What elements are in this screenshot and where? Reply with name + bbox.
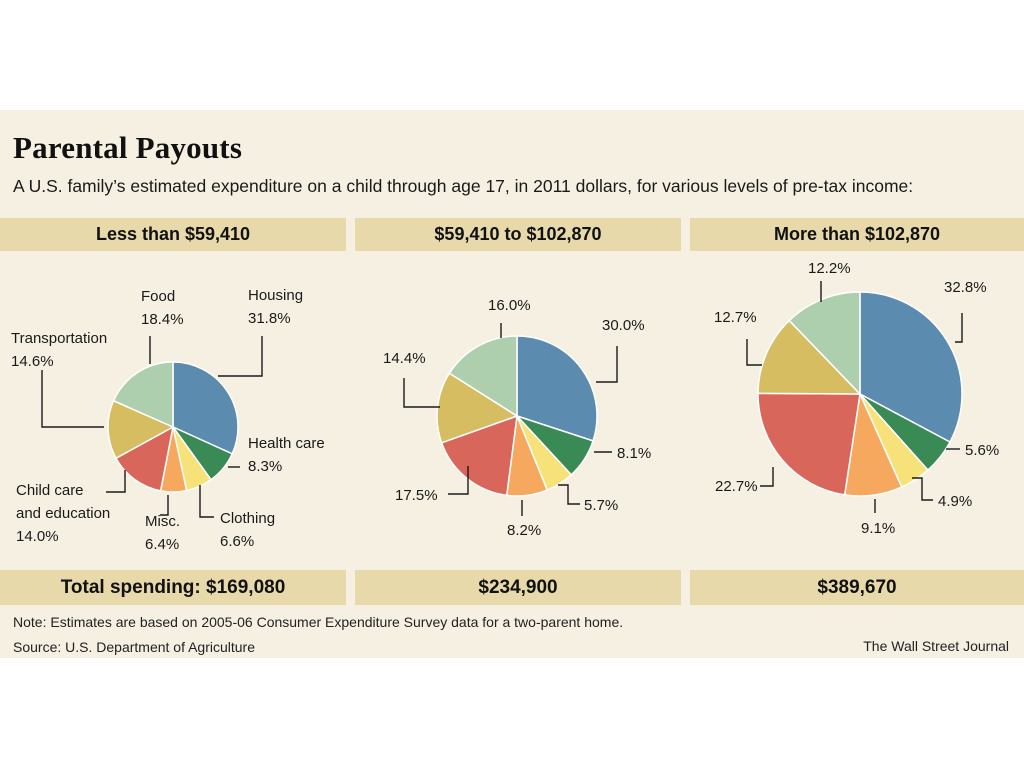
category-label-child-care-and-education: and education [16,505,110,522]
leader-line-housing [218,336,263,377]
data-label-clothing: 5.7% [584,497,618,514]
total-spending-low: Total spending: $169,080 [0,570,346,605]
pie-middle: 30.0% 8.1% 5.7% 8.2% 17.5% 14.4% 16.0% [383,297,651,539]
chart-title: Parental Payouts [13,130,243,165]
pie-slice-housing [172,361,239,455]
category-label-food: Food [141,288,175,305]
pie-slice-food [788,291,861,396]
income-bracket-header-high: More than $102,870 [690,218,1024,251]
category-label-housing: Housing [248,287,303,304]
leader-line-clothing [912,477,933,501]
leader-line-child-care-and-education [106,470,126,493]
data-label-health-care: 8.1% [617,445,651,462]
infographic-panel: Parental Payouts A U.S. family’s estimat… [0,110,1024,658]
pie-slice-child-care-and-education [757,392,861,496]
leader-line-transportation [403,378,440,408]
data-label-misc: 8.2% [507,522,541,539]
chart-subtitle: A U.S. family’s estimated expenditure on… [13,176,914,196]
data-label-housing: 31.8% [248,310,291,327]
leader-line-housing [955,313,963,343]
footnote: Note: Estimates are based on 2005-06 Con… [13,614,624,630]
data-label-food: 18.4% [141,311,184,328]
pie-slice-child-care-and-education [114,425,175,492]
data-label-food: 16.0% [488,297,531,314]
income-bracket-header-low: Less than $59,410 [0,218,346,251]
pie-slice-transportation [757,319,862,395]
category-label-misc: Misc. [145,513,180,530]
pie-high: 32.8% 5.6% 4.9% 9.1% 22.7% 12.7% 12.2% [714,260,999,537]
data-label-transportation: 12.7% [714,309,757,326]
data-label-housing: 32.8% [944,279,987,296]
data-label-child-care-and-education: 14.0% [16,528,59,545]
category-label-health-care: Health care [248,435,325,452]
data-label-misc: 6.4% [145,536,179,553]
pie-slice-transportation [107,399,175,460]
data-label-child-care-and-education: 22.7% [715,478,758,495]
source-line: Source: U.S. Department of Agriculture [13,639,255,655]
pie-low: Housing 31.8% Health care 8.3% Clothing 6.6% M… [11,287,325,553]
pie-slice-child-care-and-education [440,414,518,497]
data-label-misc: 9.1% [861,520,895,537]
data-label-clothing: 4.9% [938,493,972,510]
pie-slice-housing [516,335,598,442]
leader-line-misc [160,495,169,516]
publisher-credit: The Wall Street Journal [863,638,1009,654]
leader-line-clothing [199,485,214,518]
data-label-health-care: 8.3% [248,458,282,475]
data-label-food: 12.2% [808,260,851,277]
data-label-housing: 30.0% [602,317,645,334]
pie-slice-housing [859,291,963,444]
data-label-child-care-and-education: 17.5% [395,487,438,504]
leader-line-housing [596,346,618,383]
category-label-clothing: Clothing [220,510,275,527]
data-label-clothing: 6.6% [220,533,254,550]
leader-line-child-care-and-education [760,467,774,487]
income-bracket-header-middle: $59,410 to $102,870 [355,218,681,251]
leader-line-transportation [41,370,104,428]
category-label-child-care-and-education: Child care [16,482,84,499]
total-spending-high: $389,670 [690,570,1024,605]
data-label-health-care: 5.6% [965,442,999,459]
total-spending-middle: $234,900 [355,570,681,605]
leader-line-child-care-and-education [448,466,469,495]
pie-charts: Housing 31.8% Health care 8.3% Clothing 6.6% M… [11,260,999,553]
data-label-transportation: 14.4% [383,350,426,367]
pie-slice-food [448,335,518,418]
data-label-transportation: 14.6% [11,353,54,370]
pie-slice-food [112,361,174,429]
leader-line-clothing [558,484,580,505]
leader-line-transportation [746,339,762,366]
category-label-transportation: Transportation [11,330,107,347]
